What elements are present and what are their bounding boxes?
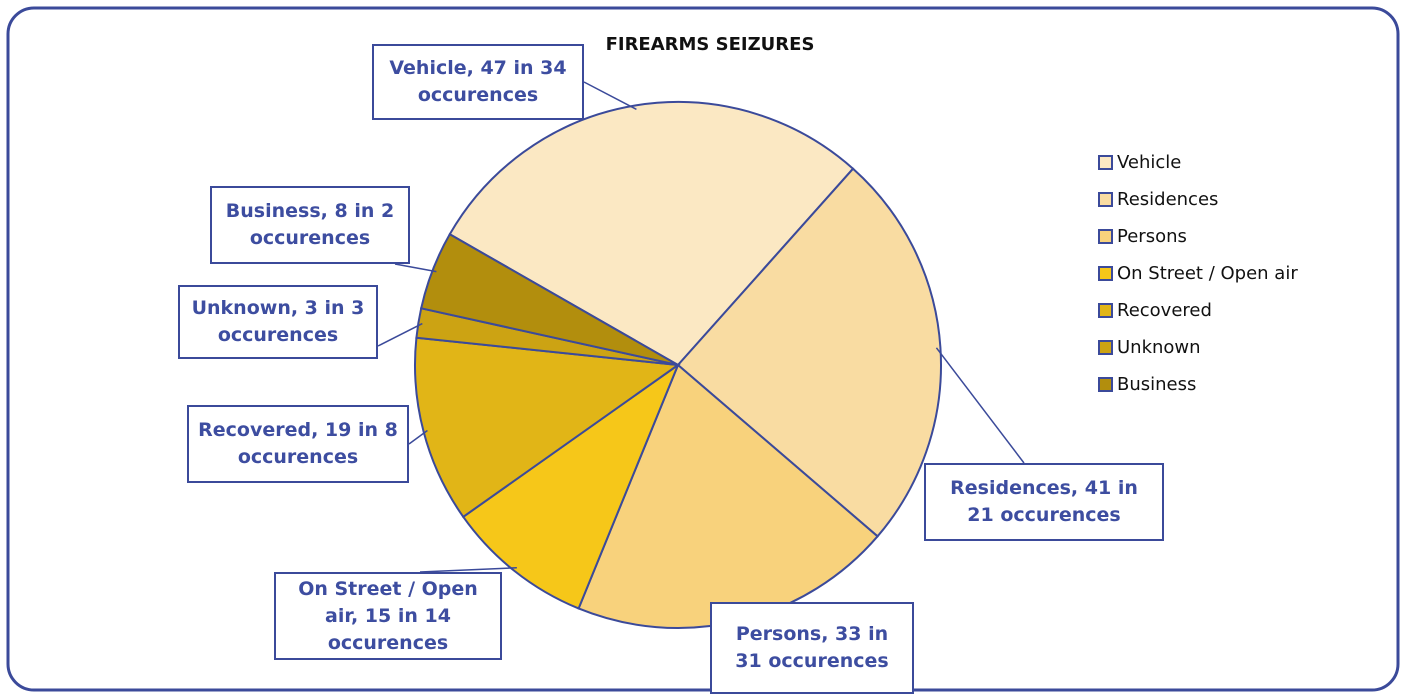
data-label: Residences, 41 in 21 occurences xyxy=(924,463,1164,541)
leader-line xyxy=(419,567,517,573)
legend-item: Business xyxy=(1098,374,1196,395)
data-label: Vehicle, 47 in 34 occurences xyxy=(372,44,584,120)
pie-slice xyxy=(448,101,855,367)
legend-label: Recovered xyxy=(1117,300,1212,321)
leader-line xyxy=(935,347,1025,464)
data-label: Business, 8 in 2 occurences xyxy=(210,186,410,264)
chart-title: FIREARMS SEIZURES xyxy=(605,34,815,55)
data-label: Persons, 33 in 31 occurences xyxy=(710,602,914,694)
leader-line xyxy=(377,322,423,347)
legend-swatch xyxy=(1098,229,1113,244)
legend-item: Vehicle xyxy=(1098,152,1181,173)
legend-item: On Street / Open air xyxy=(1098,263,1298,284)
data-label: Unknown, 3 in 3 occurences xyxy=(178,285,378,359)
legend-swatch xyxy=(1098,340,1113,355)
legend-label: Residences xyxy=(1117,189,1219,210)
legend-swatch xyxy=(1098,266,1113,281)
legend-swatch xyxy=(1098,377,1113,392)
pie-slice xyxy=(414,336,681,519)
data-label: Recovered, 19 in 8 occurences xyxy=(187,405,409,483)
legend-label: Persons xyxy=(1117,226,1187,247)
legend-item: Unknown xyxy=(1098,337,1201,358)
leader-line xyxy=(394,263,437,273)
legend-label: Business xyxy=(1117,374,1197,395)
pie-slice xyxy=(461,362,681,610)
legend-swatch xyxy=(1098,155,1113,170)
legend-label: Vehicle xyxy=(1117,152,1182,173)
legend-item: Recovered xyxy=(1098,300,1212,321)
legend-swatch xyxy=(1098,303,1113,318)
leader-line xyxy=(408,429,428,445)
legend-item: Persons xyxy=(1098,226,1187,247)
leader-line xyxy=(583,81,637,111)
legend-label: Unknown xyxy=(1117,337,1201,358)
legend-label: On Street / Open air xyxy=(1117,263,1298,284)
data-label: On Street / Open air, 15 in 14 occurence… xyxy=(274,572,502,660)
legend-item: Residences xyxy=(1098,189,1218,210)
pie-slice xyxy=(676,167,942,538)
legend-swatch xyxy=(1098,192,1113,207)
